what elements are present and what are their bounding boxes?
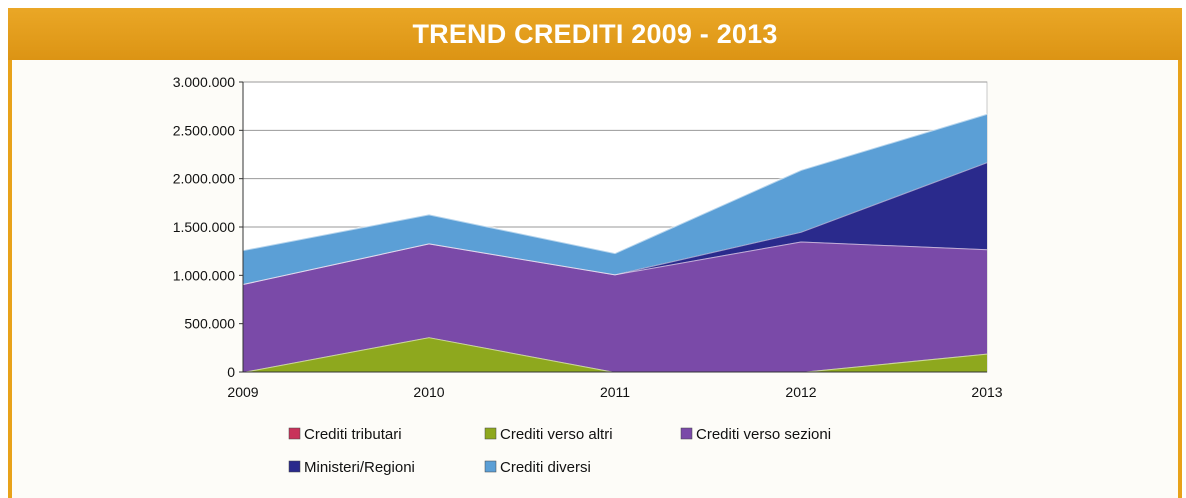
legend-item-ministeri-regioni: Ministeri/Regioni — [288, 459, 415, 476]
legend-swatch — [484, 427, 497, 440]
legend-label: Crediti verso altri — [500, 426, 613, 443]
x-tick-label: 2009 — [227, 384, 258, 400]
y-tick-label: 3.000.000 — [173, 74, 235, 90]
x-tick-label: 2010 — [413, 384, 444, 400]
y-tick-label: 500.000 — [184, 316, 235, 332]
legend-label: Crediti diversi — [500, 459, 591, 476]
x-tick-label: 2012 — [785, 384, 816, 400]
x-tick-label: 2013 — [971, 384, 1002, 400]
legend-label: Crediti verso sezioni — [696, 426, 831, 443]
legend-swatch — [288, 427, 301, 440]
legend-item-crediti-diversi: Crediti diversi — [484, 459, 591, 476]
legend-item-crediti-tributari: Crediti tributari — [288, 426, 402, 443]
legend-item-crediti-verso-altri: Crediti verso altri — [484, 426, 613, 443]
title-bar: TREND CREDITI 2009 - 2013 — [8, 8, 1182, 60]
x-tick-label: 2011 — [600, 384, 630, 400]
legend-swatch — [484, 460, 497, 473]
area-edge-crediti-diversi — [242, 112, 988, 255]
chart-title: TREND CREDITI 2009 - 2013 — [412, 18, 778, 49]
legend-label: Crediti tributari — [304, 426, 402, 443]
y-tick-label: 1.000.000 — [173, 267, 235, 283]
legend-item-crediti-verso-sezioni: Crediti verso sezioni — [680, 426, 831, 443]
area-crediti-verso-altri — [243, 337, 987, 372]
area-crediti-verso-sezioni — [243, 241, 987, 372]
y-tick-label: 2.500.000 — [173, 122, 235, 138]
area-crediti-diversi — [243, 113, 987, 285]
legend-swatch — [680, 427, 693, 440]
area-ministeri-regioni — [243, 162, 987, 285]
legend-label: Ministeri/Regioni — [304, 459, 415, 476]
y-tick-label: 2.000.000 — [173, 171, 235, 187]
legend-swatch — [288, 460, 301, 473]
y-tick-label: 0 — [227, 364, 235, 380]
y-tick-label: 1.500.000 — [173, 219, 235, 235]
